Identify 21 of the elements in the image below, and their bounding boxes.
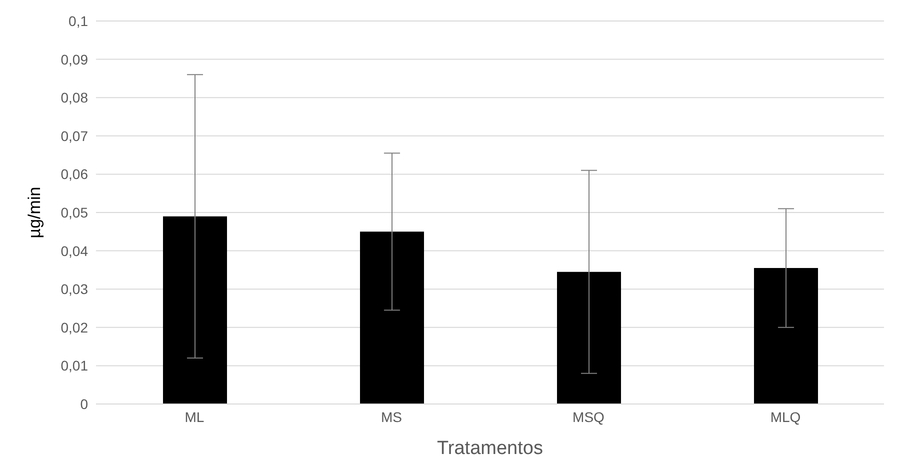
x-axis-title: Tratamentos: [437, 438, 543, 459]
x-tick-label: MS: [381, 408, 402, 425]
y-tick-label: 0,08: [60, 90, 88, 106]
y-tick-label: 0,01: [60, 358, 88, 374]
bar: [360, 232, 424, 404]
x-tick-label: MLQ: [770, 408, 801, 425]
y-axis-title: µg/min: [25, 186, 44, 238]
x-tick-label: MSQ: [572, 408, 605, 425]
bar: [754, 268, 818, 404]
y-tick-label: 0,03: [60, 281, 88, 298]
y-tick-label: 0,02: [60, 319, 88, 336]
y-tick-label: 0,07: [60, 128, 88, 144]
y-tick-label: 0,05: [60, 204, 88, 220]
y-tick-label: 0,09: [60, 51, 88, 68]
y-tick-label: 0: [80, 396, 88, 412]
bar: [163, 216, 227, 404]
y-tick-label: 0,1: [68, 12, 88, 29]
y-tick-label: 0,06: [60, 166, 88, 182]
y-tick-label: 0,04: [60, 242, 88, 259]
x-tick-label: ML: [184, 408, 204, 425]
bar: [557, 272, 621, 404]
